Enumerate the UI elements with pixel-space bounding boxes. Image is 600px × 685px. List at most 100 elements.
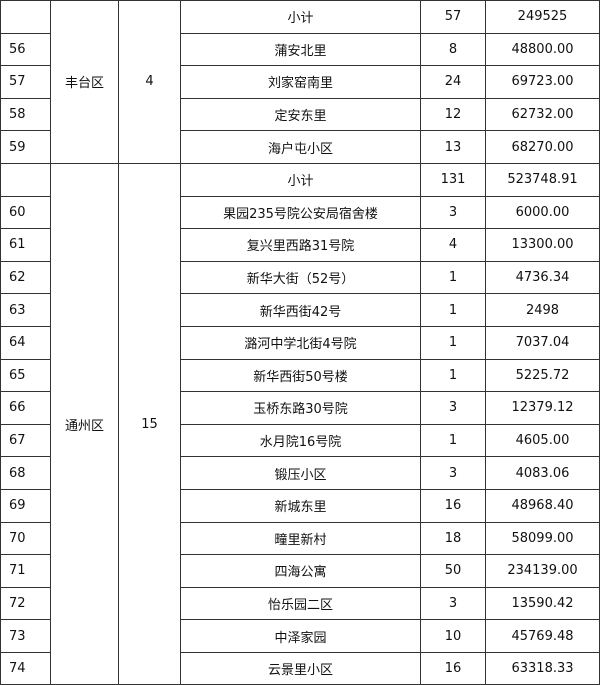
table-cell: 10 (420, 619, 486, 653)
table-cell: 131 (420, 162, 486, 197)
table-cell: 玉桥东路30号院 (180, 391, 421, 425)
table-cell: 24 (420, 65, 486, 99)
table-cell: 71 (0, 554, 51, 588)
table-cell: 水月院16号院 (180, 423, 421, 458)
table-cell: 69 (0, 488, 51, 523)
table-cell: 72 (0, 586, 51, 621)
table-row: 61 复兴里西路31号院 4 13300.00 (0, 228, 600, 262)
table-cell: 3 (420, 456, 486, 490)
table-cell: 刘家窑南里 (180, 65, 421, 99)
table-cell: 蒲安北里 (180, 32, 421, 67)
subtotal-row: 丰台区 4 小计 57 249525 (0, 0, 600, 164)
table-cell: 果园235号院公安局宿舍楼 (180, 195, 421, 230)
table-cell: 58099.00 (485, 521, 600, 556)
table-row: 74 云景里小区 16 63318.33 (0, 651, 600, 685)
table-cell: 56 (0, 32, 51, 67)
table-cell: 74 (0, 651, 51, 685)
table-cell: 3 (420, 195, 486, 230)
table-cell: 复兴里西路31号院 (180, 228, 421, 262)
table-cell: 63318.33 (485, 651, 600, 685)
table-cell: 18 (420, 521, 486, 556)
table-cell: 70 (0, 521, 51, 556)
table-cell: 16 (420, 651, 486, 685)
table-cell: 潞河中学北街4号院 (180, 325, 421, 360)
table-cell: 67 (0, 423, 51, 458)
table-cell: 1 (420, 293, 486, 327)
table-cell (0, 0, 51, 34)
table-cell: 62 (0, 260, 51, 295)
table-cell: 8 (420, 32, 486, 67)
table-cell: 12379.12 (485, 391, 600, 425)
table-cell: 锻压小区 (180, 456, 421, 490)
table-cell: 58 (0, 97, 51, 132)
table-row: 66 玉桥东路30号院 3 12379.12 (0, 391, 600, 425)
table-row: 69 新城东里 16 48968.40 (0, 488, 600, 523)
table-row: 58 定安东里 12 62732.00 (0, 97, 600, 132)
table-cell: 小计 (180, 0, 421, 34)
table-cell: 5225.72 (485, 358, 600, 393)
table-cell: 50 (420, 554, 486, 588)
table-cell: 通州区 (50, 162, 119, 685)
table-row: 73 中泽家园 10 45769.48 (0, 619, 600, 653)
table-cell: 新城东里 (180, 488, 421, 523)
table-cell: 云景里小区 (180, 651, 421, 685)
table-cell: 234139.00 (485, 554, 600, 588)
table-cell: 523748.91 (485, 162, 600, 197)
table-cell: 61 (0, 228, 51, 262)
table-cell: 4 (118, 0, 181, 164)
table-cell: 中泽家园 (180, 619, 421, 653)
table-cell: 59 (0, 130, 51, 164)
table-cell: 249525 (485, 0, 600, 34)
table-cell: 63 (0, 293, 51, 327)
table-row: 57 刘家窑南里 24 69723.00 (0, 65, 600, 99)
table-cell: 45769.48 (485, 619, 600, 653)
table-row: 68 锻压小区 3 4083.06 (0, 456, 600, 490)
table-cell: 1 (420, 260, 486, 295)
subtotal-row: 通州区 15 小计 131 523748.91 (0, 162, 600, 685)
table-row: 63 新华西街42号 1 2498 (0, 293, 600, 327)
table-cell: 73 (0, 619, 51, 653)
table-cell: 6000.00 (485, 195, 600, 230)
table-cell: 65 (0, 358, 51, 393)
table-cell: 57 (420, 0, 486, 34)
table-cell: 小计 (180, 162, 421, 197)
table-cell: 15 (118, 162, 181, 685)
table-cell: 57 (0, 65, 51, 99)
table-cell: 4 (420, 228, 486, 262)
table-cell: 68 (0, 456, 51, 490)
table-cell: 定安东里 (180, 97, 421, 132)
table-cell: 1 (420, 423, 486, 458)
table-cell: 4736.34 (485, 260, 600, 295)
table-cell: 13300.00 (485, 228, 600, 262)
table-cell: 1 (420, 358, 486, 393)
table-cell: 新华大街（52号） (180, 260, 421, 295)
table-cell: 疃里新村 (180, 521, 421, 556)
table-cell: 丰台区 (50, 0, 119, 164)
table-row: 67 水月院16号院 1 4605.00 (0, 423, 600, 458)
table-row: 72 怡乐园二区 3 13590.42 (0, 586, 600, 621)
table-cell: 64 (0, 325, 51, 360)
table-cell: 3 (420, 586, 486, 621)
table-cell: 48800.00 (485, 32, 600, 67)
table-cell: 62732.00 (485, 97, 600, 132)
table-cell: 16 (420, 488, 486, 523)
table-cell (0, 162, 51, 197)
table-cell: 60 (0, 195, 51, 230)
table-cell: 2498 (485, 293, 600, 327)
table-cell: 新华西街50号楼 (180, 358, 421, 393)
table-cell: 怡乐园二区 (180, 586, 421, 621)
table-cell: 12 (420, 97, 486, 132)
table-cell: 新华西街42号 (180, 293, 421, 327)
table-cell: 4083.06 (485, 456, 600, 490)
table-cell: 四海公寓 (180, 554, 421, 588)
table-cell: 4605.00 (485, 423, 600, 458)
table-cell: 海户屯小区 (180, 130, 421, 164)
table-cell: 13590.42 (485, 586, 600, 621)
table-cell: 1 (420, 325, 486, 360)
table-cell: 48968.40 (485, 488, 600, 523)
table-row: 60 果园235号院公安局宿舍楼 3 6000.00 (0, 195, 600, 230)
table-cell: 13 (420, 130, 486, 164)
